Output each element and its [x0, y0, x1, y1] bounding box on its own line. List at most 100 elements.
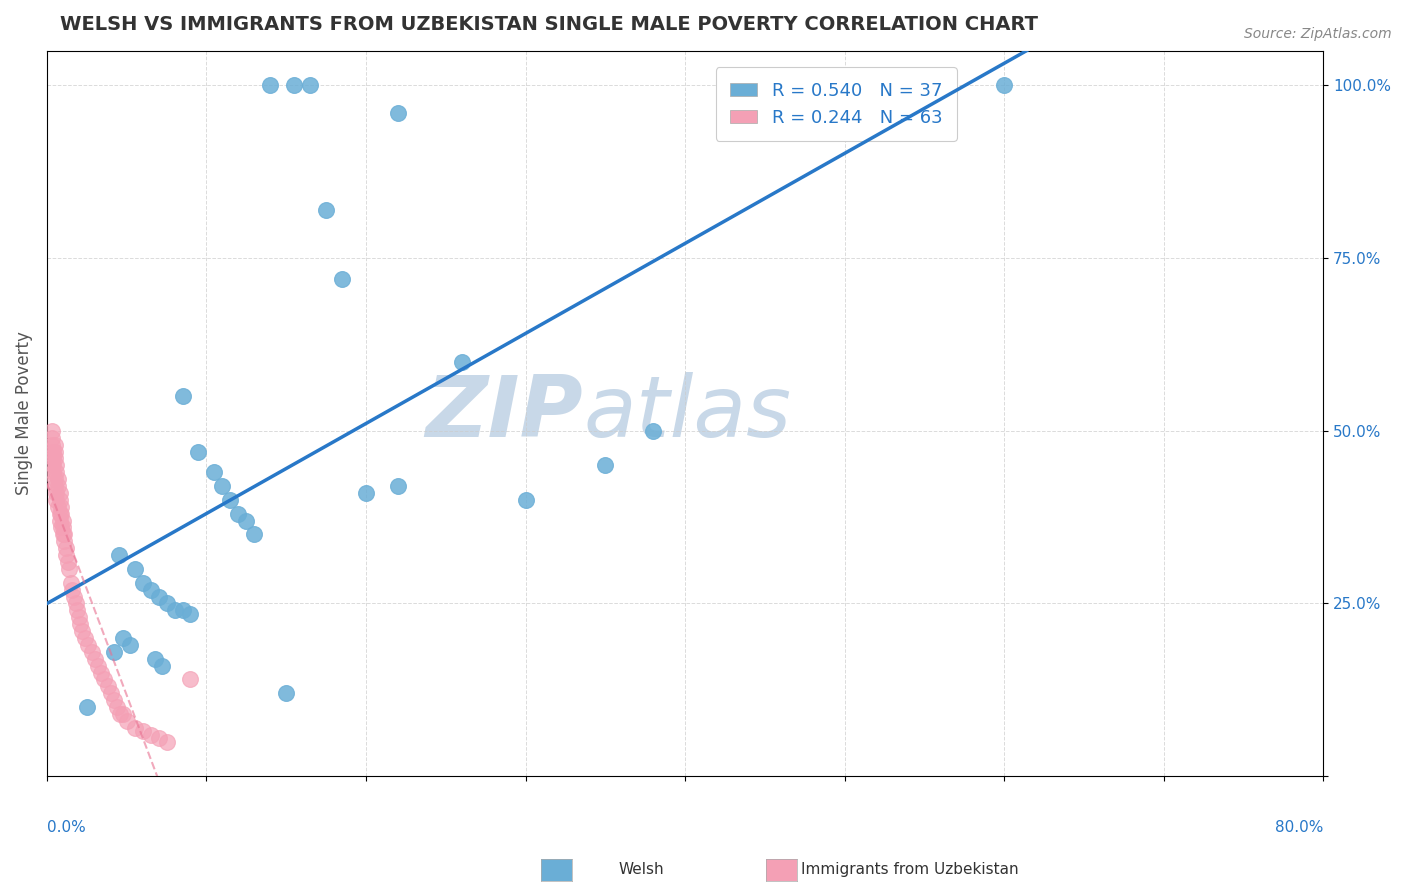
Point [150, 658, 173, 673]
Point [187, 444, 209, 458]
Point [46, 472, 69, 486]
Point [387, 106, 409, 120]
Point [115, 714, 138, 728]
Point [283, 78, 305, 93]
Point [46, 500, 69, 514]
Point [44, 479, 66, 493]
Point [67, 610, 90, 624]
Point [219, 492, 242, 507]
Point [145, 652, 167, 666]
Point [65, 597, 87, 611]
Point [53, 527, 76, 541]
Point [41, 437, 63, 451]
Point [59, 575, 82, 590]
Point [172, 389, 194, 403]
Point [243, 527, 266, 541]
Point [387, 479, 409, 493]
Point [131, 724, 153, 739]
Point [52, 514, 75, 528]
Point [148, 731, 170, 746]
Point [51, 507, 73, 521]
Point [46, 479, 69, 493]
Point [42, 458, 65, 473]
Point [148, 590, 170, 604]
Point [42, 465, 65, 479]
Point [51, 520, 73, 534]
Point [45, 492, 67, 507]
Point [87, 658, 110, 673]
Legend: R = 0.540   N = 37, R = 0.244   N = 63: R = 0.540 N = 37, R = 0.244 N = 63 [716, 67, 957, 141]
Point [103, 693, 125, 707]
Point [55, 541, 77, 556]
Point [76, 700, 98, 714]
Point [69, 617, 91, 632]
Point [100, 686, 122, 700]
Point [103, 645, 125, 659]
Point [53, 534, 76, 549]
Text: 80.0%: 80.0% [1275, 820, 1323, 835]
Point [48, 486, 70, 500]
Y-axis label: Single Male Poverty: Single Male Poverty [15, 332, 32, 495]
Point [124, 562, 146, 576]
Point [299, 78, 322, 93]
Point [41, 424, 63, 438]
Point [172, 603, 194, 617]
Point [515, 492, 537, 507]
Point [77, 638, 100, 652]
Point [48, 507, 70, 521]
Point [80, 645, 103, 659]
Point [83, 652, 105, 666]
Point [45, 465, 67, 479]
Text: 0.0%: 0.0% [46, 820, 86, 835]
Point [155, 734, 177, 748]
Point [56, 555, 79, 569]
Text: ZIP: ZIP [426, 372, 583, 455]
Point [52, 520, 75, 534]
Point [48, 492, 70, 507]
Point [179, 607, 201, 621]
Point [118, 638, 141, 652]
Point [105, 700, 128, 714]
Point [179, 673, 201, 687]
Point [276, 686, 298, 700]
Point [44, 451, 66, 466]
Point [110, 706, 132, 721]
Point [354, 486, 377, 500]
Point [211, 479, 233, 493]
Point [643, 424, 665, 438]
Point [44, 437, 66, 451]
Point [330, 272, 353, 286]
Point [139, 728, 162, 742]
Text: Immigrants from Uzbekistan: Immigrants from Uzbekistan [801, 863, 1019, 877]
Text: Source: ZipAtlas.com: Source: ZipAtlas.com [1244, 27, 1392, 41]
Point [58, 562, 80, 576]
Point [228, 507, 250, 521]
Point [107, 548, 129, 562]
Point [131, 575, 153, 590]
Point [93, 673, 115, 687]
Point [315, 202, 337, 217]
Point [48, 514, 70, 528]
Point [52, 527, 75, 541]
Point [96, 679, 118, 693]
Point [62, 582, 84, 597]
Point [90, 665, 112, 680]
Point [450, 354, 472, 368]
Point [139, 582, 162, 597]
Point [51, 500, 73, 514]
Point [42, 451, 65, 466]
Point [163, 603, 186, 617]
Point [202, 465, 225, 479]
Point [44, 472, 66, 486]
Point [66, 603, 89, 617]
Point [42, 444, 65, 458]
Text: atlas: atlas [583, 372, 792, 455]
Text: Welsh: Welsh [619, 863, 664, 877]
Point [155, 597, 177, 611]
Point [45, 458, 67, 473]
Point [75, 631, 97, 645]
Point [45, 486, 67, 500]
Point [259, 78, 281, 93]
Point [595, 458, 617, 473]
Point [63, 590, 86, 604]
